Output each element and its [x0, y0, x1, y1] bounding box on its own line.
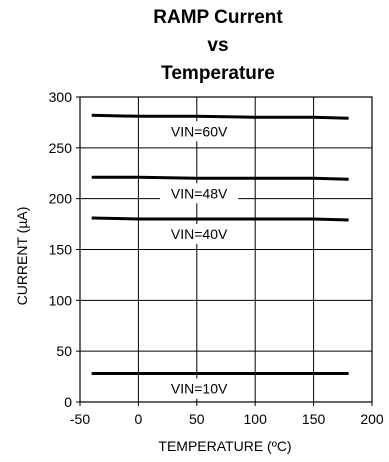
series-label: VIN=60V	[171, 123, 228, 139]
y-tick-label: 300	[49, 89, 73, 105]
series-label-backdrop	[160, 183, 239, 204]
series-label-backdrop	[160, 121, 239, 142]
series-label-backdrop	[160, 378, 239, 399]
series-lines	[91, 113, 349, 375]
x-tick-label: -50	[70, 411, 90, 427]
series-label: VIN=10V	[171, 381, 228, 397]
series-line-vin-48v	[91, 175, 349, 181]
x-tick-label: 0	[135, 411, 143, 427]
plot-frame	[79, 96, 373, 403]
chart-title-line-2: vs	[207, 35, 229, 56]
y-tick-label: 200	[49, 191, 73, 207]
series-line-vin-40v	[91, 216, 349, 222]
series-labels: VIN=60V VIN=48V VIN=40V VIN=10V	[160, 121, 239, 399]
y-tick-label: 150	[49, 242, 73, 258]
x-tick-label: 50	[189, 411, 205, 427]
chart-title-line-1: RAMP Current	[153, 7, 283, 28]
y-tick-label: 0	[64, 394, 72, 410]
y-tick-label: 50	[56, 343, 72, 359]
y-tick-label: 250	[49, 140, 73, 156]
x-tick-label: 150	[302, 411, 326, 427]
y-tick-label: 100	[49, 292, 73, 308]
x-tick-label: 200	[360, 411, 384, 427]
series-label: VIN=48V	[171, 185, 228, 201]
series-line-vin-60v	[91, 113, 349, 120]
x-tick-label: 100	[244, 411, 268, 427]
series-label-backdrop	[160, 224, 239, 244]
grid	[76, 96, 373, 406]
x-axis-title: TEMPERATURE (ºC)	[158, 438, 291, 454]
series-label: VIN=40V	[171, 226, 228, 242]
y-axis-title: CURRENT (µA)	[14, 207, 30, 306]
chart-title-line-3: Temperature	[161, 63, 275, 84]
